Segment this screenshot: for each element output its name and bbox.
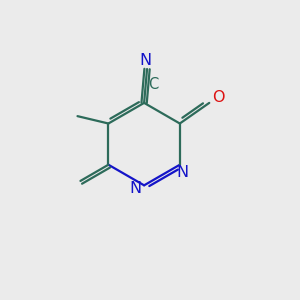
Text: C: C xyxy=(148,77,158,92)
Text: N: N xyxy=(177,165,189,180)
Text: O: O xyxy=(212,89,224,104)
Text: N: N xyxy=(130,181,142,196)
Text: N: N xyxy=(140,53,152,68)
